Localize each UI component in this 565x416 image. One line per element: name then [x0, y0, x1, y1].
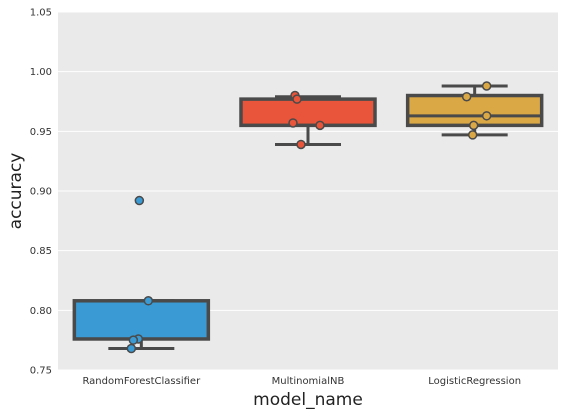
y-axis-label: accuracy — [6, 153, 26, 230]
x-axis-label: model_name — [253, 390, 363, 410]
y-tick-label: 0.90 — [30, 187, 52, 198]
data-point — [481, 111, 492, 121]
data-point — [468, 120, 479, 131]
data-point — [143, 296, 154, 306]
data-point — [292, 94, 302, 104]
box-multinomialnb — [239, 95, 377, 146]
data-points — [126, 81, 492, 354]
y-tick-label: 0.80 — [30, 306, 52, 317]
x-tick-label: LogisticRegression — [428, 376, 521, 387]
data-point — [128, 335, 139, 345]
y-tick-label: 1.05 — [30, 8, 52, 19]
y-axis-ticks: 0.75 0.80 0.85 0.90 0.95 1.00 1.05 — [30, 8, 52, 377]
data-point — [296, 139, 306, 150]
y-tick-label: 1.00 — [30, 67, 52, 78]
data-point — [315, 120, 325, 131]
box-logisticregression — [405, 84, 544, 137]
data-point — [134, 195, 145, 206]
y-tick-label: 0.95 — [30, 127, 52, 138]
box-body — [405, 93, 544, 128]
data-point — [467, 130, 478, 140]
data-point — [481, 81, 492, 91]
boxes — [72, 84, 544, 351]
x-axis-ticks: RandomForestClassifier MultinomialNB Logis… — [82, 376, 521, 387]
data-point — [126, 343, 137, 354]
x-tick-label: RandomForestClassifier — [82, 376, 201, 387]
x-tick-label: MultinomialNB — [272, 376, 345, 387]
box-body — [72, 299, 211, 341]
box-body — [239, 97, 377, 128]
y-tick-label: 0.85 — [30, 246, 52, 257]
y-tick-label: 0.75 — [30, 366, 52, 377]
data-point — [288, 118, 298, 128]
data-point — [461, 91, 472, 102]
box-randomforestclassifier — [72, 197, 211, 351]
